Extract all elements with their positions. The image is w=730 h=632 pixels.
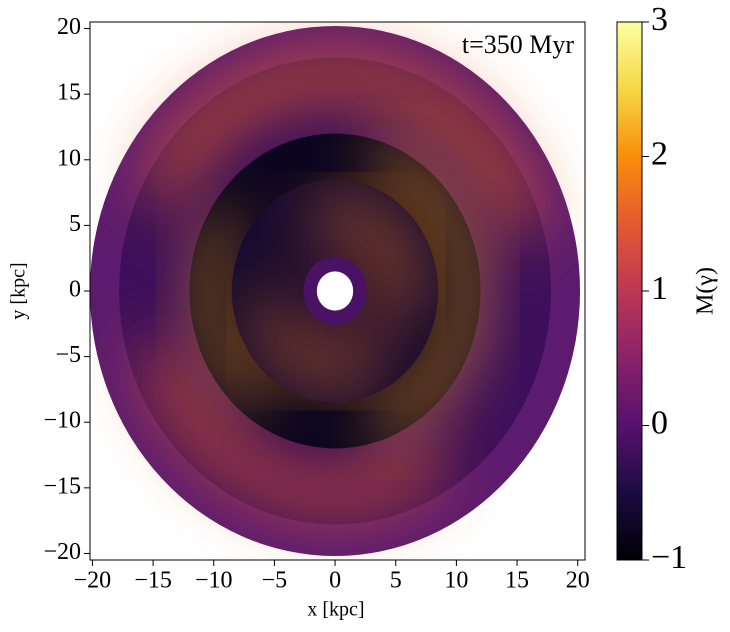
y-tick-label: 0 xyxy=(69,277,81,303)
y-tick-label: 10 xyxy=(57,145,81,171)
x-tick-label: −10 xyxy=(195,568,233,594)
x-tick-label: 10 xyxy=(444,568,468,594)
y-tick-label: −10 xyxy=(43,408,81,434)
colorbar-tick-label: −1 xyxy=(651,539,687,576)
x-axis-label: x [kpc] xyxy=(307,599,364,621)
x-tick-label: −15 xyxy=(134,568,172,594)
y-tick-label: −15 xyxy=(43,473,81,499)
x-tick-label: 0 xyxy=(329,568,341,594)
y-tick-label: −20 xyxy=(43,539,81,565)
colorbar-tick-label: 3 xyxy=(651,1,668,38)
x-tick-label: −5 xyxy=(262,568,288,594)
x-tick-label: 15 xyxy=(505,568,529,594)
y-tick-label: 5 xyxy=(69,211,81,237)
y-axis-label: y [kpc] xyxy=(8,262,30,319)
colorbar-label: M(γ) xyxy=(693,267,719,315)
y-tick-label: 15 xyxy=(57,80,81,106)
y-tick-label: −5 xyxy=(55,342,81,368)
colorbar xyxy=(617,22,642,560)
x-tick-label: 20 xyxy=(566,568,590,594)
colorbar-tick-label: 2 xyxy=(651,135,668,172)
x-tick-label: 5 xyxy=(390,568,402,594)
disk-map xyxy=(90,26,580,556)
y-tick-label: 20 xyxy=(57,14,81,40)
colorbar-tick-label: 0 xyxy=(651,404,668,441)
x-tick-label: −20 xyxy=(74,568,112,594)
colorbar-tick-label: 1 xyxy=(651,270,668,307)
annotation: t=350 Myr xyxy=(462,30,575,59)
